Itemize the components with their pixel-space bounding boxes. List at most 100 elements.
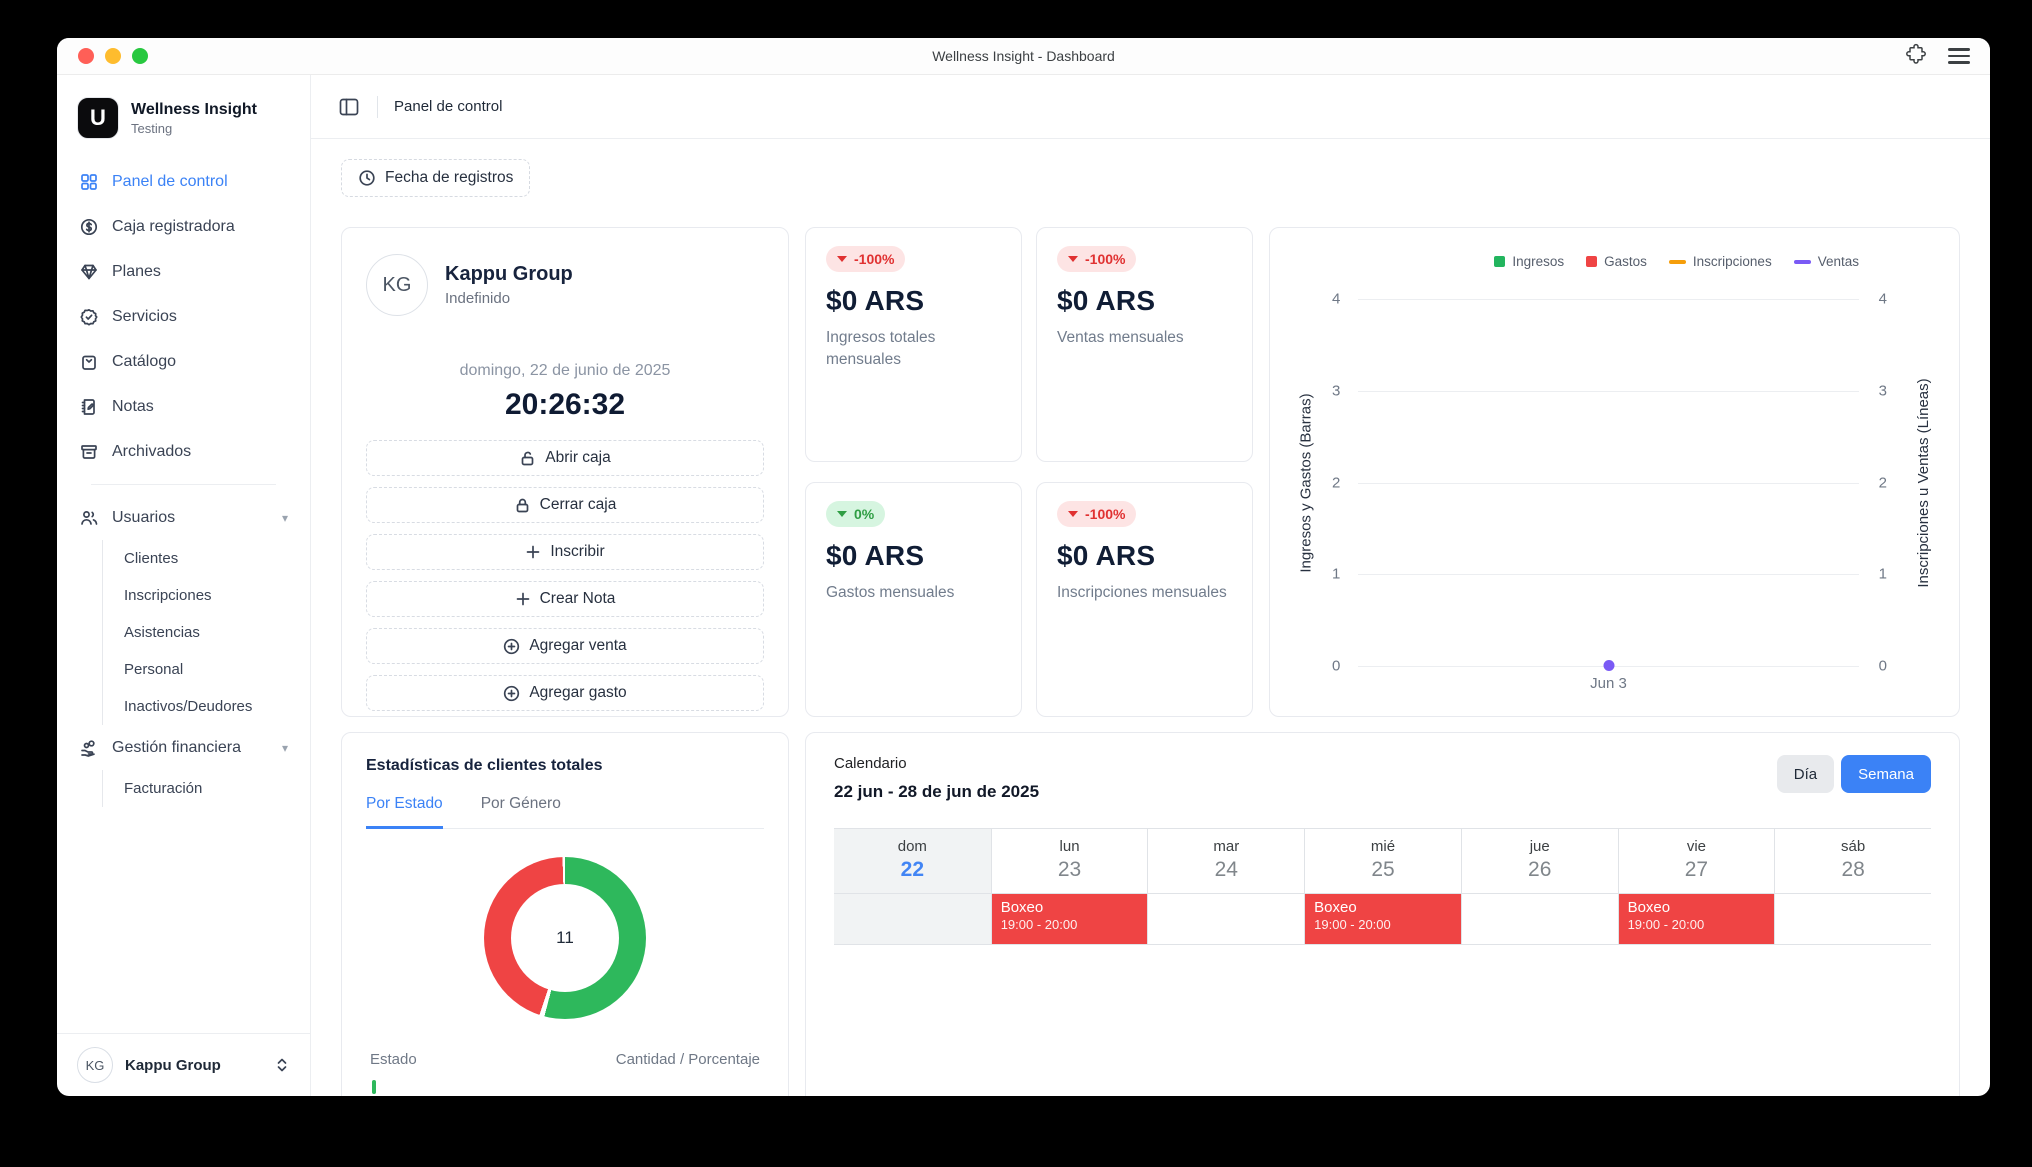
calendar-col-mie[interactable]: mié 25 Boxeo 19:00 - 20:00 [1304,829,1461,944]
tab-por-estado[interactable]: Por Estado [366,795,443,829]
chevron-down-icon: ▾ [281,740,288,755]
legend-row-marker [372,1080,376,1094]
zoom-window-button[interactable] [132,48,148,64]
brand: U Wellness Insight Testing [57,89,310,155]
sidebar-item-inscripciones[interactable]: Inscripciones [124,587,212,604]
abrir-caja-button[interactable]: Abrir caja [366,440,764,476]
event-boxeo[interactable]: Boxeo 19:00 - 20:00 [1618,894,1775,944]
legend-ventas[interactable]: Ventas [1793,254,1859,269]
gridline [1358,482,1859,484]
sidebar: U Wellness Insight Testing Panel de cont… [57,75,311,1096]
topbar-separator [377,95,378,118]
brand-name: Wellness Insight [131,100,257,118]
usuarios-children: Clientes Inscripciones Asistencias Perso… [102,540,296,725]
agregar-gasto-button[interactable]: Agregar gasto [366,675,764,711]
minimize-window-button[interactable] [105,48,121,64]
event-boxeo[interactable]: Boxeo 19:00 - 20:00 [1305,894,1461,944]
sidebar-toggle-icon[interactable] [337,95,361,119]
calendar-range: 22 jun - 28 de jun de 2025 [834,782,1040,801]
date-filter-button[interactable]: Fecha de registros [341,159,531,197]
legend-swatch-line [1793,259,1811,264]
gem-icon [81,264,97,279]
sidebar-item-asistencias[interactable]: Asistencias [124,624,200,641]
workspace-switcher[interactable]: KG Kappu Group [57,1033,310,1096]
sidebar-item-servicios[interactable]: Servicios [71,294,296,339]
y-axis-label: Ingresos y Gastos (Barras) [1297,392,1315,573]
y-axis-tick: 2 [1332,474,1341,491]
dollar-circle-icon [80,218,98,235]
calendar-col-lun[interactable]: lun 23 Boxeo 19:00 - 20:00 [990,829,1148,944]
legend-ingresos[interactable]: Ingresos [1494,254,1564,269]
stat-card-inscripciones: -100% $0 ARS Inscripciones mensuales [1036,482,1253,717]
calendar-col-dom[interactable]: dom 22 [834,829,991,944]
calendar-col-sab[interactable]: sáb 28 [1774,829,1931,944]
legend-gastos[interactable]: Gastos [1586,254,1647,269]
extensions-puzzle-icon[interactable] [1904,42,1928,71]
stats-grid: -100% $0 ARS Ingresos totales mensuales … [805,227,1253,717]
sidebar-item-panel-de-control[interactable]: Panel de control [71,159,296,204]
chevron-down-icon: ▾ [281,510,288,525]
calendar-col-vie[interactable]: vie 27 Boxeo 19:00 - 20:00 [1617,829,1775,944]
calendar-slot[interactable] [834,894,991,944]
sidebar-item-catalogo[interactable]: Catálogo [71,339,296,384]
sidebar-item-planes[interactable]: Planes [71,249,296,294]
y-axis-tick: 0 [1332,657,1341,675]
cerrar-caja-button[interactable]: Cerrar caja [366,487,764,523]
tab-por-genero[interactable]: Por Género [480,795,561,812]
chevrons-up-down-icon [277,1058,287,1072]
sidebar-nav: Panel de control Caja registradora Plane… [57,155,310,811]
plus-icon [527,545,540,559]
y2-axis-label: Inscripciones u Ventas (Líneas) [1914,377,1932,588]
stat-label: Ventas mensuales [1057,329,1184,346]
sidebar-item-archivados[interactable]: Archivados [71,429,296,474]
view-semana-button[interactable]: Semana [1841,755,1931,793]
clients-donut-chart[interactable]: 11 [484,857,646,1019]
stat-card-gastos: 0% $0 ARS Gastos mensuales [805,482,1022,717]
gridline [1358,390,1859,392]
calendar-slot[interactable] [1148,894,1304,944]
sidebar-item-personal[interactable]: Personal [124,661,184,678]
dashboard-content: Fecha de registros KG Kappu Group Indefi… [311,139,1990,1096]
inscribir-button[interactable]: Inscribir [366,534,764,570]
crear-nota-button[interactable]: Crear Nota [366,581,764,617]
unlock-icon [521,451,534,465]
menu-hamburger-icon[interactable] [1948,44,1970,68]
sidebar-item-facturacion[interactable]: Facturación [124,780,203,797]
event-boxeo[interactable]: Boxeo 19:00 - 20:00 [991,894,1148,944]
brand-subtitle: Testing [131,120,173,136]
sidebar-group-gestion-financiera[interactable]: Gestión financiera ▾ [71,725,296,770]
stat-value: $0 ARS [1057,285,1156,316]
agregar-venta-button[interactable]: Agregar venta [366,628,764,664]
sidebar-item-notas[interactable]: Notas [71,384,296,429]
finance-chart-card: Ingresos Gastos Inscripciones Ventas 4 [1269,227,1960,717]
calendar-slot[interactable] [1775,894,1931,944]
calendar-slot[interactable] [1462,894,1618,944]
ventas-data-point[interactable] [1603,660,1614,671]
current-date: domingo, 22 de junio de 2025 [459,362,671,379]
stat-label: Ingresos totales mensuales [826,329,936,369]
plus-circle-icon [504,638,520,654]
close-window-button[interactable] [78,48,94,64]
profile-card: KG Kappu Group Indefinido domingo, 22 de… [341,227,789,717]
sidebar-group-usuarios[interactable]: Usuarios ▾ [71,495,296,540]
profile-name: Kappu Group [445,263,573,285]
col-estado: Estado [370,1051,417,1068]
profile-status: Indefinido [445,290,511,307]
calendar-col-mar[interactable]: mar 24 [1147,829,1305,944]
workspace-avatar: KG [77,1047,113,1083]
stat-card-ventas: -100% $0 ARS Ventas mensuales [1036,227,1253,462]
sidebar-item-inactivos-deudores[interactable]: Inactivos/Deudores [124,698,253,715]
view-dia-button[interactable]: Día [1776,755,1835,793]
calendar-col-jue[interactable]: jue 26 [1460,829,1618,944]
stat-card-ingresos: -100% $0 ARS Ingresos totales mensuales [805,227,1022,462]
shopping-bag-icon [82,355,96,370]
chart-legend: Ingresos Gastos Inscripciones Ventas [1290,254,1859,269]
y-axis-tick: 1 [1332,565,1341,583]
sidebar-item-caja-registradora[interactable]: Caja registradora [71,204,296,249]
plus-circle-icon [504,685,520,701]
clients-table-headers: Estado Cantidad / Porcentaje [366,1051,764,1068]
legend-inscripciones[interactable]: Inscripciones [1668,254,1772,269]
notebook-pen-icon [81,398,95,415]
sidebar-item-clientes[interactable]: Clientes [124,550,179,567]
